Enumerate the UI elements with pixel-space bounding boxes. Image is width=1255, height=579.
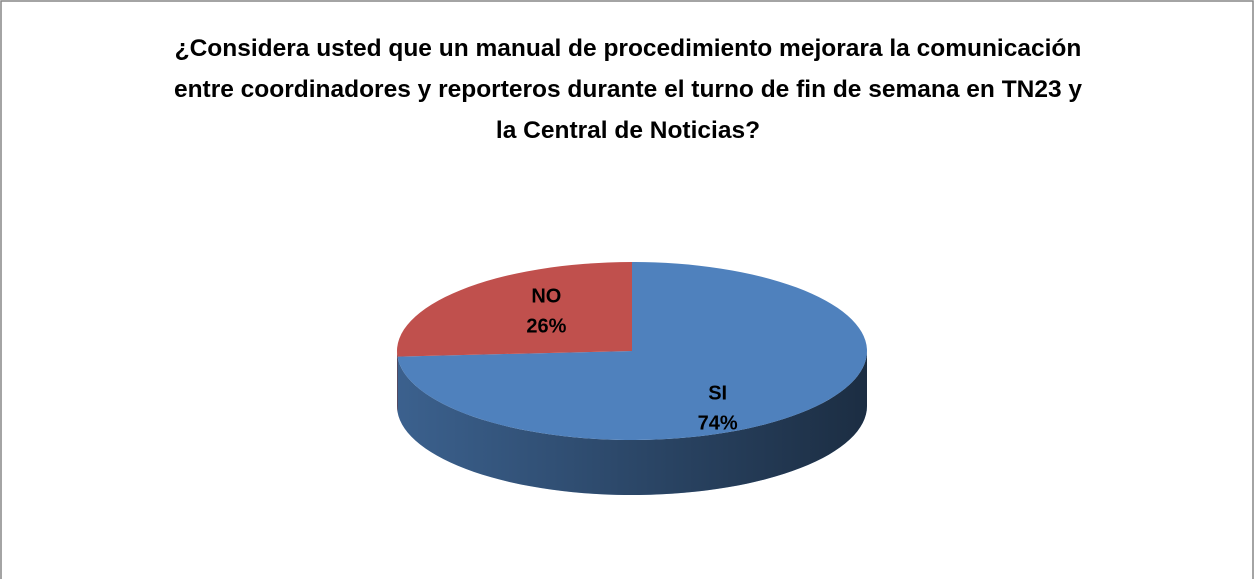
category-label: SI [708,383,727,405]
data-label: SI 74% [698,383,738,435]
data-label: NO 26% [526,285,566,337]
pie: SI 74% NO 26% [397,262,867,495]
slice [397,262,867,440]
category-label: NO [531,285,561,307]
value-label: 74% [698,413,738,435]
slice-side-shade [397,351,867,495]
slice [397,262,632,357]
chart-title: ¿Considera usted que un manual de proced… [173,35,1083,144]
value-label: 26% [526,315,566,337]
